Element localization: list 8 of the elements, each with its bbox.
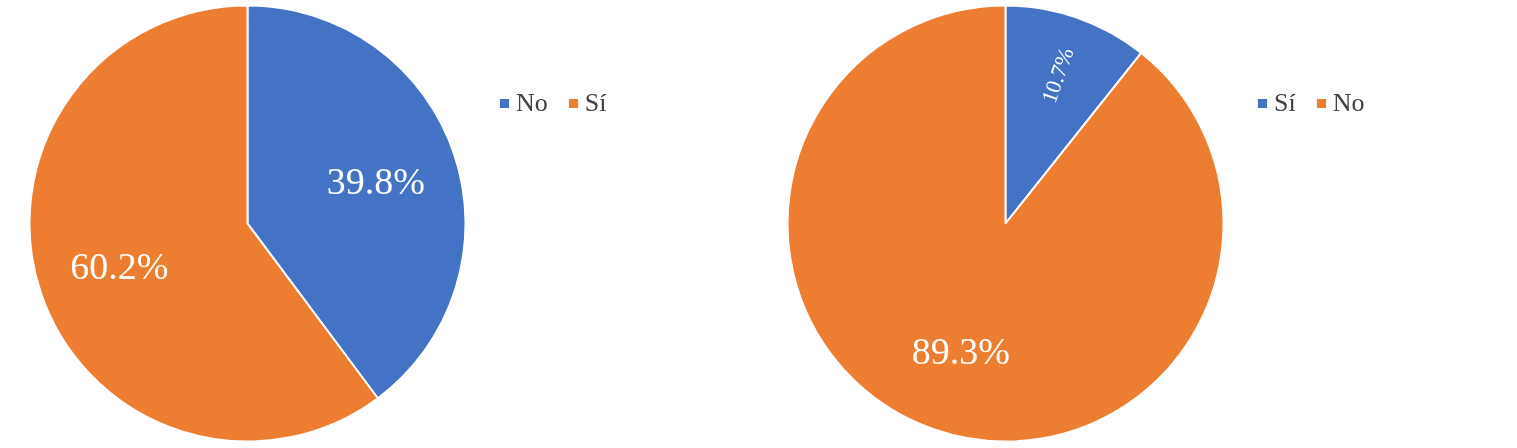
data-label: 10.7% [1036,44,1079,107]
data-label: 39.8% [326,159,425,202]
data-label: 60.2% [70,245,169,288]
legend-label: No [516,88,548,118]
legend-label: No [1332,88,1365,118]
legend-label: Sí [584,88,607,118]
legend-label: Sí [1274,88,1296,118]
data-label: 89.3% [911,330,1010,373]
